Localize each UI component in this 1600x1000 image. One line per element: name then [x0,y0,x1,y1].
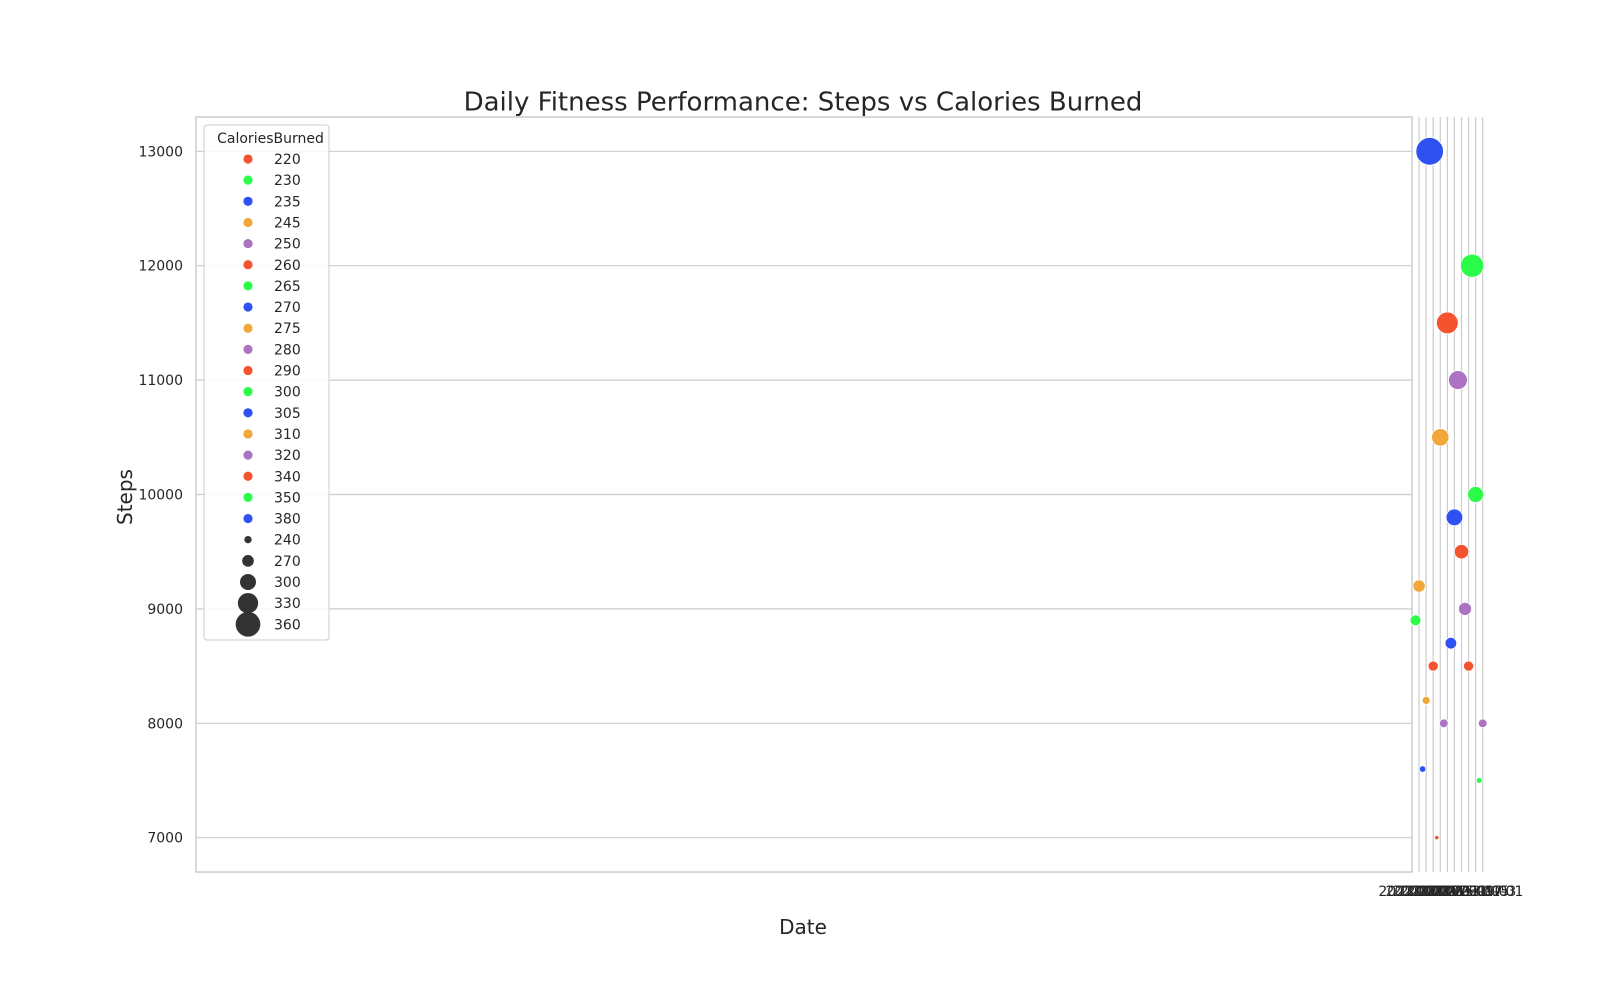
legend-entry-label: 250 [274,237,301,253]
legend-marker [243,492,253,502]
x-tick-label: 2023-01-11 [1407,884,1488,900]
y-tick-label: 10000 [138,488,183,504]
legend-entry-label: 350 [274,490,301,506]
legend-entry-label: 280 [274,342,301,358]
legend-size-label: 330 [274,596,301,612]
legend-marker [243,281,253,291]
legend-marker [243,365,253,376]
legend-entry-label: 320 [274,448,301,464]
data-point [1477,718,1488,729]
legend-marker [243,154,253,164]
y-tick-label: 12000 [138,259,183,275]
data-point [1409,614,1422,627]
data-point [1445,508,1464,527]
data-point [1460,253,1485,278]
legend-marker [243,323,253,333]
legend-entry-label: 380 [274,512,301,528]
legend-size-marker [237,592,259,614]
legend-title: CaloriesBurned [217,131,324,147]
legend-entry-label: 235 [274,194,301,210]
y-tick-label: 8000 [147,716,183,732]
legend-marker [243,471,253,481]
legend-entry-label: 265 [274,279,301,295]
data-point [1463,660,1475,672]
x-tick-label: 2023-01-09 [1414,884,1495,900]
legend-marker [243,450,253,460]
legend-entry-label: 300 [274,385,301,401]
legend-marker [243,513,253,524]
legend-entry-label: 275 [274,321,301,337]
x-axis-label: Date [779,915,827,939]
data-point [1427,660,1439,672]
data-point [1415,137,1444,166]
x-tick-label: 2023-01-15 [1393,884,1474,900]
legend-marker [243,260,253,270]
legend-entry-label: 305 [274,406,301,422]
legend-size-marker [242,555,254,567]
data-point [1434,835,1440,841]
x-tick-label: 2023-01-07 [1421,884,1502,900]
legend-marker [243,408,253,418]
data-point [1448,370,1468,390]
legend-size-label: 300 [274,575,301,591]
legend-entry-label: 220 [274,152,301,168]
x-tick-label: 2023-01-03 [1435,884,1516,900]
data-point [1412,579,1426,593]
legend-entry-label: 245 [274,215,301,231]
y-tick-label: 9000 [147,602,183,618]
legend-size-marker [244,536,252,544]
data-point [1436,311,1459,335]
y-tick-label: 11000 [138,373,183,389]
y-tick-label: 13000 [138,144,183,160]
data-point [1475,777,1483,784]
legend-size-label: 270 [274,554,301,570]
y-axis-label: Steps [113,469,137,525]
legend-entry-label: 230 [274,173,301,189]
y-tick-label: 7000 [147,831,183,847]
legend-entry-label: 310 [274,427,301,443]
legend-marker [243,239,253,249]
legend-marker [243,175,253,185]
x-tick-label: 2023-01-13 [1400,884,1481,900]
x-tick-label: 2023-01-01 [1442,884,1523,900]
data-points [1409,137,1488,841]
data-point [1418,765,1427,773]
legend-marker [243,429,253,439]
legend-size-marker [235,611,261,637]
legend-marker [243,387,253,397]
legend: CaloriesBurned 220 230 235 245 250 260 265 270 27… [203,124,330,641]
legend-marker [243,344,253,354]
legend-size-marker [240,574,256,590]
legend-size-label: 240 [274,533,301,549]
y-axis-ticks: 7000 8000 9000 10000 11000 12000 13000 [138,144,183,846]
data-point [1453,544,1470,560]
data-point [1444,636,1458,650]
legend-marker [243,196,253,206]
legend-marker [243,302,253,312]
x-tick-label: 2023-01-17 [1385,884,1466,900]
legend-size-label: 360 [274,617,301,633]
data-point [1467,486,1485,503]
legend-entry-label: 260 [274,258,301,274]
data-point [1439,718,1449,729]
legend-entry-label: 340 [274,469,301,485]
data-point [1421,695,1431,705]
grid-lines [196,117,1484,872]
data-point [1431,428,1450,447]
x-tick-label: 2023-01-05 [1428,884,1509,900]
legend-marker [243,217,253,228]
legend-entry-label: 290 [274,364,301,380]
chart-title: Daily Fitness Performance: Steps vs Calo… [464,88,1143,118]
x-axis-ticks: 2023-01-012023-01-032023-01-052023-01-07… [1378,884,1523,900]
plot-area-frame [195,116,1413,873]
data-point [1458,601,1472,616]
legend-box [203,124,330,641]
legend-entry-label: 270 [274,300,301,316]
x-tick-label: 2023-01-19 [1378,884,1459,900]
